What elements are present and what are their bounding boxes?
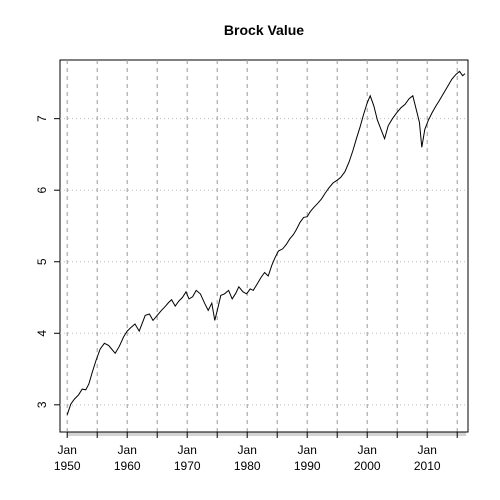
x-tick-label-month-2: Jan	[178, 443, 197, 457]
x-tick-label-month-0: Jan	[58, 443, 77, 457]
grid-layer	[60, 60, 468, 432]
x-tick-label-year-2: 1970	[174, 459, 201, 473]
x-tick-label-year-0: 1950	[54, 459, 81, 473]
x-minor-tick-band	[67, 432, 467, 436]
x-tick-label-year-6: 2010	[414, 459, 441, 473]
x-tick-label-month-1: Jan	[118, 443, 137, 457]
x-tick-label-year-3: 1980	[234, 459, 261, 473]
y-tick-label-2: 5	[35, 258, 49, 265]
plot-frame	[59, 59, 469, 433]
x-tick-label-year-1: 1960	[114, 459, 141, 473]
x-tick-label-month-6: Jan	[418, 443, 437, 457]
x-tick-label-year-5: 2000	[354, 459, 381, 473]
x-tick-label-year-4: 1990	[294, 459, 321, 473]
x-tick-label-month-4: Jan	[298, 443, 317, 457]
series-layer	[66, 70, 466, 415]
y-tick-label-1: 4	[35, 330, 49, 337]
x-tick-label-month-5: Jan	[358, 443, 377, 457]
y-tick-label-4: 7	[35, 115, 49, 122]
chart-title: Brock Value	[224, 22, 304, 38]
x-tick-label-month-3: Jan	[238, 443, 257, 457]
series-line-0	[66, 70, 466, 415]
y-axis: 3 4 5 6 7	[35, 115, 60, 408]
x-axis: Jan 1950 Jan 1960 Jan 1970 Jan 1980 Jan 1990 Jan 20…	[54, 431, 467, 473]
y-tick-label-3: 6	[35, 187, 49, 194]
y-tick-label-0: 3	[35, 401, 49, 408]
